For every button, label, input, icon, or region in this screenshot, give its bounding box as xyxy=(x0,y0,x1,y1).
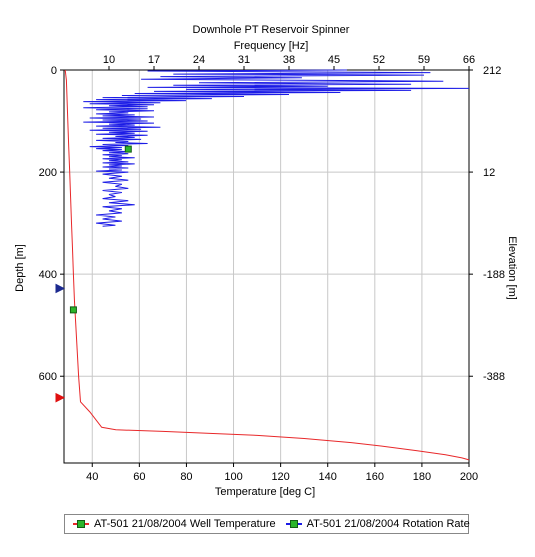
series-line-well-temperature xyxy=(64,69,470,461)
marker-layer xyxy=(55,145,132,403)
tick-label-bottom: 60 xyxy=(133,471,145,483)
tick-label-top: 38 xyxy=(283,54,295,66)
tick-label-left: 0 xyxy=(51,65,57,77)
tick-label-right: 212 xyxy=(483,65,501,77)
tick-layer: 40 60 80 100 120 140 160 180 200 0 200 400 600 10 17 24… xyxy=(39,54,505,483)
chart: 40 60 80 100 120 140 160 180 200 0 200 400 600 10 17 24… xyxy=(14,24,518,498)
tick-label-top: 17 xyxy=(148,54,160,66)
tick-label-bottom: 40 xyxy=(86,471,98,483)
bottom-axis-label: Temperature [deg C] xyxy=(215,486,315,498)
tick-label-bottom: 160 xyxy=(366,471,384,483)
depth-marker-triangle xyxy=(55,283,66,294)
tick-label-bottom: 200 xyxy=(460,471,478,483)
series-line-rotation-rate xyxy=(83,69,470,227)
tick-label-top: 45 xyxy=(328,54,340,66)
series-layer xyxy=(64,69,470,461)
tick-label-left: 600 xyxy=(39,371,57,383)
legend-swatch-rotation-rate xyxy=(285,519,302,529)
tick-label-bottom: 100 xyxy=(224,471,242,483)
tick-label-top: 24 xyxy=(193,54,205,66)
depth-marker-triangle xyxy=(55,392,66,403)
legend-label-rotation-rate: AT-501 21/08/2004 Rotation Rate xyxy=(306,518,470,530)
legend-swatch-well-temperature xyxy=(73,519,89,529)
top-axis-label: Frequency [Hz] xyxy=(234,40,309,52)
tick-label-left: 400 xyxy=(39,269,57,281)
tick-label-right: 12 xyxy=(483,167,495,179)
tick-label-top: 59 xyxy=(418,54,430,66)
legend-label-well-temperature: AT-501 21/08/2004 Well Temperature xyxy=(94,518,276,530)
tick-label-bottom: 140 xyxy=(319,471,337,483)
tick-label-bottom: 120 xyxy=(271,471,289,483)
tick-label-bottom: 180 xyxy=(413,471,431,483)
legend: AT-501 21/08/2004 Well Temperature AT-50… xyxy=(64,514,470,534)
legend-item-rotation-rate: AT-501 21/08/2004 Rotation Rate xyxy=(285,518,470,530)
data-marker-square xyxy=(69,306,77,314)
tick-label-top: 10 xyxy=(103,54,115,66)
tick-label-right: -388 xyxy=(483,371,505,383)
data-marker-square xyxy=(124,145,132,153)
chart-title: Downhole PT Reservoir Spinner xyxy=(193,24,350,36)
tick-label-left: 200 xyxy=(39,167,57,179)
legend-item-well-temperature: AT-501 21/08/2004 Well Temperature xyxy=(73,518,276,530)
tick-label-top: 66 xyxy=(463,54,475,66)
right-axis-label: Elevation [m] xyxy=(506,236,518,300)
tick-label-top: 52 xyxy=(373,54,385,66)
tick-label-right: -188 xyxy=(483,269,505,281)
tick-label-bottom: 80 xyxy=(180,471,192,483)
left-axis-label: Depth [m] xyxy=(14,244,26,292)
tick-label-top: 31 xyxy=(238,54,250,66)
